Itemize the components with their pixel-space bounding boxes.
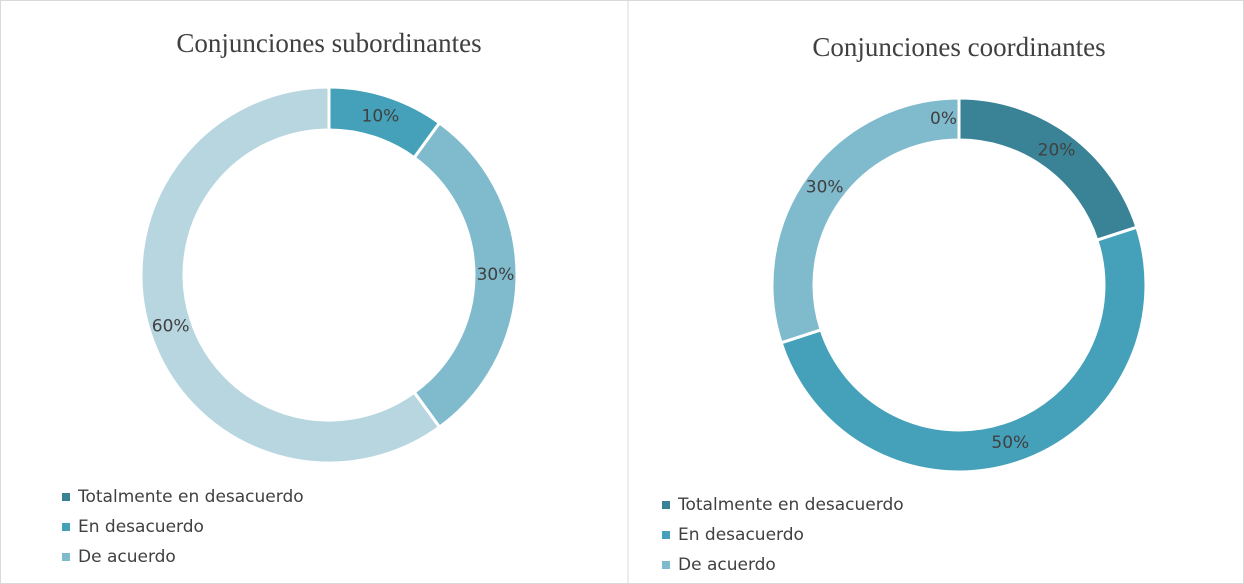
legend-swatch [62,493,70,501]
data-label: 20% [1038,141,1076,161]
chart-title: Conjunciones subordinantes [176,28,481,58]
legend-label: Totalmente en desacuerdo [77,487,304,507]
legend-label: De acuerdo [78,547,176,567]
donut-slice [770,96,961,345]
chart-title: Conjunciones coordinantes [812,32,1105,62]
donut-slice [779,225,1148,474]
legend-swatch [662,561,670,569]
legend-label: Totalmente en desacuerdo [677,495,904,515]
legend-swatch [62,553,70,561]
data-label: 10% [362,107,400,127]
legend-label: De acuerdo [678,555,776,575]
data-label: 30% [806,177,844,197]
data-label: 30% [477,265,515,285]
legend-label: En desacuerdo [678,525,804,545]
legend-label: En desacuerdo [78,517,204,537]
legend-swatch [662,531,670,539]
donut-slice [139,85,442,465]
data-label: 50% [991,433,1029,453]
data-label: 0% [930,109,957,129]
legend-swatch [62,523,70,531]
legend-swatch [662,501,670,509]
data-label: 60% [152,316,190,336]
